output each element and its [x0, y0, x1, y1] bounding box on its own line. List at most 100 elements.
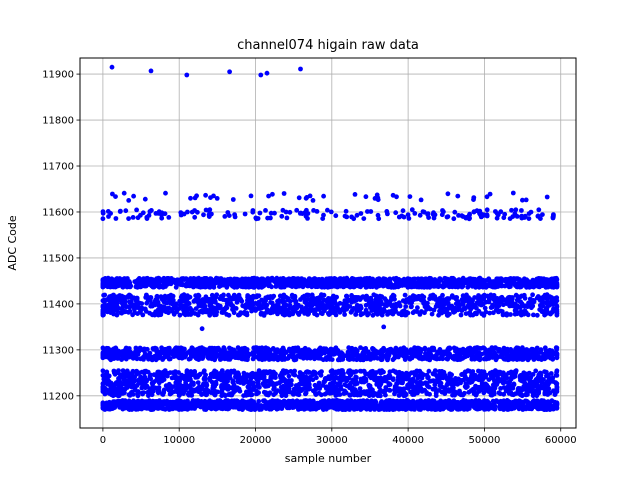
data-point	[398, 391, 404, 397]
data-point	[382, 388, 388, 394]
data-point	[336, 387, 342, 393]
data-point	[497, 378, 503, 383]
data-point	[207, 377, 213, 383]
data-point	[117, 404, 122, 410]
data-point	[120, 368, 126, 373]
data-point	[304, 348, 310, 354]
data-point	[286, 353, 292, 359]
data-point	[227, 350, 232, 355]
data-point	[365, 400, 371, 406]
data-point	[395, 401, 400, 407]
data-point	[164, 398, 170, 404]
data-point	[161, 369, 167, 375]
data-point	[366, 300, 372, 306]
data-point	[414, 384, 420, 390]
data-point	[442, 349, 447, 355]
data-point	[549, 295, 554, 300]
data-point	[203, 406, 209, 412]
data-point	[300, 294, 305, 300]
data-point	[133, 406, 139, 411]
data-point	[554, 373, 560, 378]
data-point	[413, 370, 418, 376]
data-point	[541, 385, 547, 391]
data-point	[212, 345, 217, 351]
data-point	[477, 385, 482, 390]
data-point	[148, 372, 154, 378]
data-point	[326, 312, 332, 317]
data-point	[493, 345, 498, 350]
data-point	[268, 353, 274, 359]
data-point	[228, 399, 233, 404]
data-point	[546, 386, 552, 392]
data-point	[427, 296, 432, 302]
data-point	[233, 374, 239, 379]
data-point	[518, 372, 524, 378]
data-point	[109, 390, 114, 396]
data-point	[363, 376, 369, 382]
data-point	[296, 352, 302, 358]
data-point	[154, 354, 160, 360]
data-point	[481, 373, 487, 379]
data-point	[174, 309, 180, 315]
data-point	[547, 347, 553, 353]
data-point	[510, 356, 516, 362]
data-point	[100, 400, 106, 406]
data-point	[186, 356, 192, 362]
data-point	[221, 392, 227, 397]
data-point	[486, 401, 492, 407]
data-point	[331, 351, 336, 357]
data-point	[195, 346, 201, 352]
data-point	[125, 351, 131, 356]
data-point	[174, 345, 180, 351]
data-point	[257, 351, 263, 356]
data-point	[383, 401, 389, 406]
data-point	[530, 393, 536, 399]
data-point	[371, 301, 377, 306]
data-point	[196, 387, 202, 392]
data-point	[513, 391, 519, 396]
data-point	[498, 386, 503, 391]
data-point	[316, 346, 322, 352]
data-point	[507, 386, 512, 392]
data-point	[255, 384, 261, 389]
data-point	[393, 348, 399, 354]
data-point	[443, 374, 448, 379]
data-point	[398, 380, 404, 385]
data-point	[476, 368, 481, 374]
data-point	[429, 347, 435, 352]
data-point	[104, 377, 110, 383]
data-point	[368, 369, 374, 375]
data-point	[195, 374, 201, 380]
data-point	[522, 376, 527, 382]
data-point	[282, 401, 288, 407]
data-point	[329, 357, 335, 362]
data-point	[492, 350, 497, 356]
data-point	[426, 374, 431, 380]
data-point	[111, 401, 117, 407]
data-point	[125, 295, 130, 300]
data-point	[509, 405, 515, 411]
data-point	[135, 393, 141, 399]
data-point	[512, 398, 518, 404]
data-point	[405, 382, 411, 388]
data-point	[492, 399, 498, 405]
data-point	[390, 357, 396, 363]
data-point	[530, 372, 536, 377]
data-point	[334, 375, 340, 381]
data-point	[444, 382, 450, 388]
data-point	[421, 399, 427, 405]
data-point	[271, 309, 277, 314]
data-point	[473, 392, 479, 398]
data-point	[238, 297, 243, 303]
data-point	[497, 347, 502, 352]
data-point	[513, 368, 519, 374]
data-point	[150, 398, 156, 404]
data-point	[427, 357, 433, 363]
data-point	[256, 299, 262, 305]
data-point	[318, 402, 323, 408]
data-point	[492, 381, 498, 386]
data-point	[118, 385, 124, 391]
data-point	[154, 399, 160, 405]
data-point	[152, 379, 157, 385]
data-point	[276, 380, 282, 386]
